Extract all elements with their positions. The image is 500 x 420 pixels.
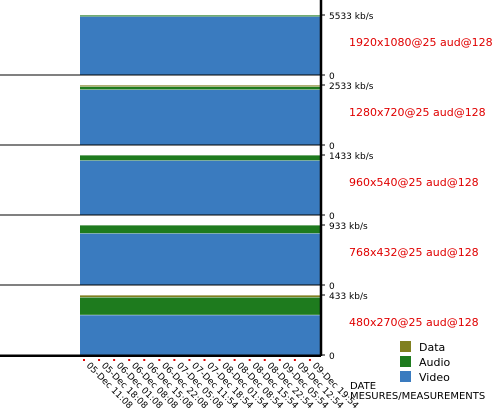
panel-3: 1433 kb/s 0 960x540@25 aud@128 — [0, 152, 479, 222]
zero-label: 0 — [329, 282, 335, 292]
panel-4: 933 kb/s 0 768x432@25 aud@128 — [0, 222, 479, 292]
zero-label: 0 — [329, 142, 335, 152]
ymax-label: 5533 kb/s — [329, 12, 374, 22]
legend-label-data: Data — [419, 341, 445, 354]
band-audio-1 — [80, 15, 321, 17]
profile-label: 1280x720@25 aud@128 — [349, 106, 486, 119]
panel-5: 433 kb/s 0 480x270@25 aud@128 — [0, 292, 479, 362]
legend-swatch-audio — [400, 356, 411, 367]
x-axis-label: DATE — [350, 381, 376, 392]
x-tick-dot — [173, 359, 176, 361]
band-audio-5 — [80, 297, 321, 315]
x-tick-dot — [278, 359, 281, 361]
legend-label-audio: Audio — [419, 356, 451, 369]
x-tick-dot — [98, 359, 101, 361]
x-tick-dot — [128, 359, 131, 361]
band-video-1 — [80, 16, 321, 75]
x-tick-dot — [263, 359, 266, 361]
profile-label: 1920x1080@25 aud@128 — [349, 36, 493, 49]
profile-label: 768x432@25 aud@128 — [349, 246, 479, 259]
band-video-5 — [80, 314, 321, 355]
zero-label: 0 — [329, 352, 335, 362]
band-video-3 — [80, 160, 321, 215]
band-data-5 — [80, 295, 321, 298]
x-tick-dot — [248, 359, 251, 361]
zero-label: 0 — [329, 212, 335, 222]
zero-label: 0 — [329, 72, 335, 82]
x-tick-dot — [143, 359, 146, 361]
band-audio-3 — [80, 155, 321, 161]
legend-label-video: Video — [419, 371, 450, 384]
ymax-label: 1433 kb/s — [329, 152, 374, 162]
x-tick-dot — [308, 359, 311, 361]
profile-label: 960x540@25 aud@128 — [349, 176, 479, 189]
legend-swatch-video — [400, 371, 411, 382]
x-tick-dot — [233, 359, 236, 361]
legend: Data Audio Video — [400, 341, 451, 384]
legend-swatch-data — [400, 341, 411, 352]
x-tick-dot — [188, 359, 191, 361]
panel-1: 5533 kb/s 0 1920x1080@25 aud@128 — [0, 12, 493, 82]
band-audio-4 — [80, 225, 321, 234]
band-video-2 — [80, 89, 321, 145]
ymax-label: 933 kb/s — [329, 222, 368, 232]
x-tick-dot — [113, 359, 116, 361]
band-audio-2 — [80, 86, 321, 90]
x-tick-dot — [83, 359, 85, 361]
x-tick-dot — [293, 359, 296, 361]
x-tick-dot — [218, 359, 221, 361]
panel-2: 2533 kb/s 0 1280x720@25 aud@128 — [0, 82, 486, 152]
band-video-4 — [80, 233, 321, 285]
band-data-2 — [80, 85, 321, 87]
ymax-label: 2533 kb/s — [329, 82, 374, 92]
x-tick-dot — [203, 359, 206, 361]
profile-label: 480x270@25 aud@128 — [349, 316, 479, 329]
x-axis-label-secondary: MESURES/MEASUREMENTS — [350, 391, 485, 402]
ymax-label: 433 kb/s — [329, 292, 368, 302]
x-tick-dot — [158, 359, 161, 361]
